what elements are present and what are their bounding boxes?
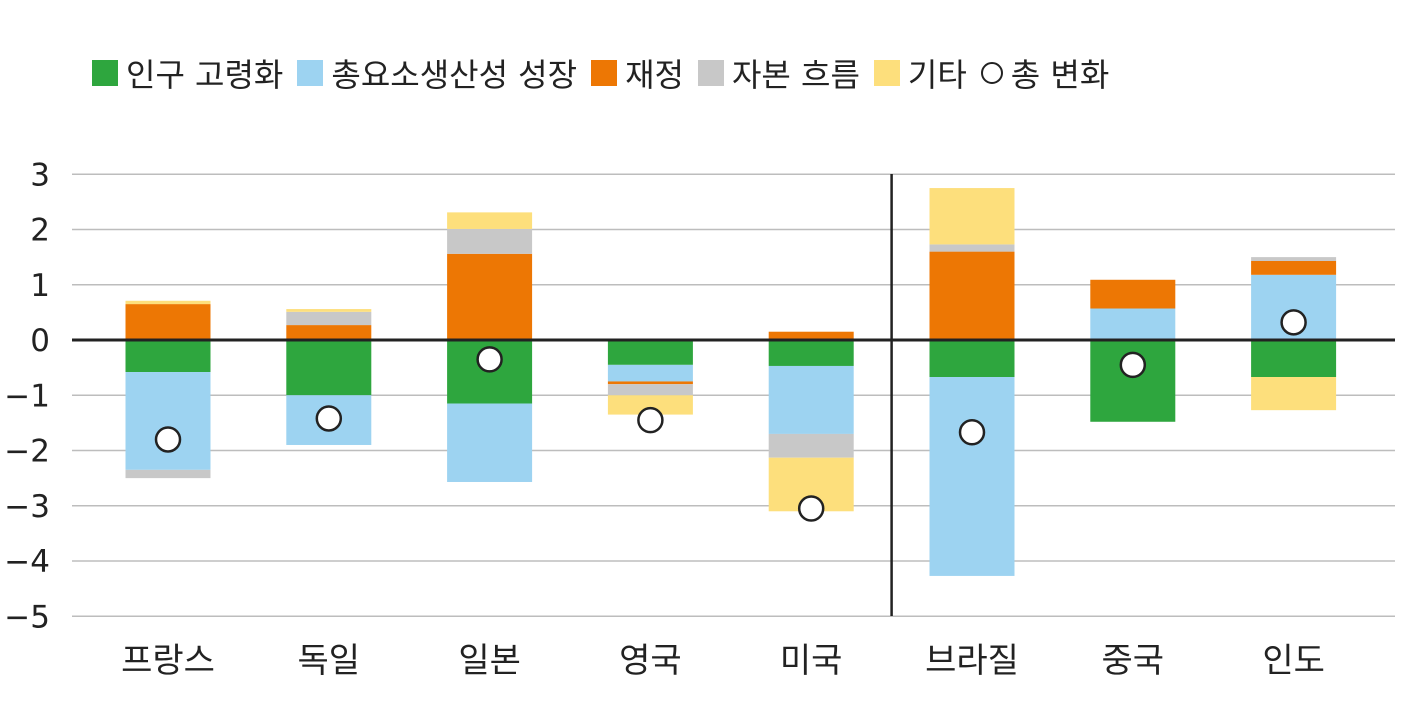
- bar-segment-series-0: [1251, 340, 1336, 377]
- total-change-marker: [317, 406, 341, 430]
- category-label: 미국: [780, 641, 843, 681]
- bar-segment-series-1: [1090, 309, 1175, 340]
- bar-segment-series-3: [769, 434, 854, 458]
- bar-segment-series-3: [126, 470, 211, 478]
- category-label: 일본: [458, 641, 521, 681]
- bar-segment-series-4: [286, 309, 371, 312]
- total-change-marker: [156, 427, 180, 451]
- bar-segment-series-2: [1090, 280, 1175, 309]
- total-change-marker: [478, 347, 502, 371]
- bar-segment-series-1: [608, 365, 693, 382]
- bar-segment-series-3: [447, 229, 532, 254]
- category-label: 중국: [1102, 641, 1165, 681]
- category-label: 브라질: [925, 641, 1019, 681]
- y-tick-label: 3: [30, 157, 50, 193]
- y-tick-label: 0: [30, 323, 50, 359]
- category-label: 영국: [619, 641, 682, 681]
- y-tick-label: −3: [4, 489, 50, 525]
- bar-segment-series-0: [286, 340, 371, 395]
- total-change-marker: [799, 497, 823, 521]
- bar-segment-series-1: [126, 372, 211, 470]
- bar-segment-series-2: [447, 254, 532, 340]
- total-change-marker: [638, 408, 662, 432]
- bar-segment-series-3: [930, 244, 1015, 251]
- bar-segment-series-2: [930, 252, 1015, 340]
- bar-segment-series-3: [608, 384, 693, 395]
- bar-segment-series-1: [930, 377, 1015, 576]
- y-tick-label: −2: [4, 434, 50, 470]
- y-tick-label: 1: [30, 268, 50, 304]
- bar-segment-series-2: [286, 325, 371, 340]
- bar-segment-series-0: [608, 340, 693, 365]
- y-tick-label: −4: [4, 544, 50, 580]
- category-label: 인도: [1262, 641, 1325, 681]
- y-tick-label: −5: [4, 599, 50, 635]
- bar-segment-series-4: [126, 301, 211, 304]
- bar-segment-series-4: [1251, 377, 1336, 410]
- bar-segment-series-0: [930, 340, 1015, 377]
- bar-segment-series-4: [930, 188, 1015, 244]
- bar-segment-series-0: [769, 340, 854, 366]
- bar-segment-series-3: [1251, 257, 1336, 261]
- y-tick-label: −1: [4, 378, 50, 414]
- category-label: 프랑스: [121, 641, 215, 681]
- bar-segment-series-3: [286, 312, 371, 325]
- bar-segment-series-1: [447, 404, 532, 482]
- total-change-marker: [960, 420, 984, 444]
- bar-segment-series-0: [126, 340, 211, 372]
- bar-segment-series-1: [769, 366, 854, 434]
- bar-segment-series-2: [1251, 261, 1336, 275]
- total-change-marker: [1282, 310, 1306, 334]
- total-change-marker: [1121, 353, 1145, 377]
- bar-segment-series-2: [608, 381, 693, 384]
- y-tick-label: 2: [30, 213, 50, 249]
- category-label: 독일: [298, 641, 361, 681]
- bar-segment-series-2: [126, 304, 211, 340]
- bar-segment-series-4: [447, 212, 532, 229]
